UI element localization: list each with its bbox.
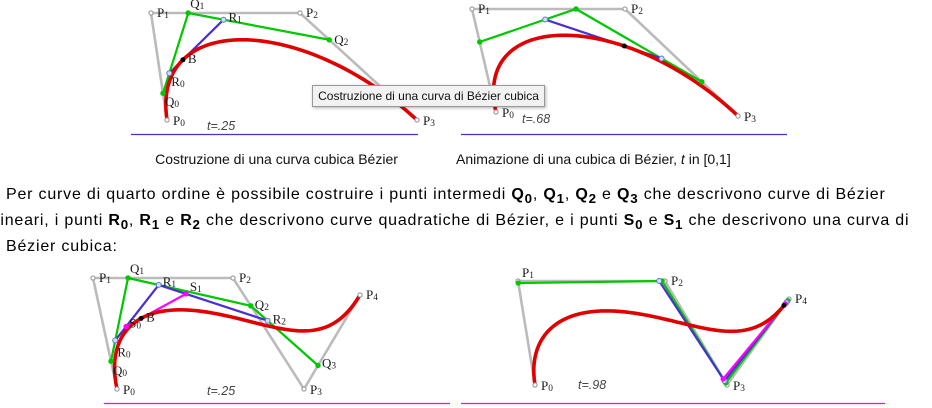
svg-text:P1: P1 <box>522 265 534 281</box>
svg-text:Q1: Q1 <box>130 261 144 277</box>
svg-text:B: B <box>188 51 197 66</box>
svg-text:P2: P2 <box>631 1 643 17</box>
svg-text:P4: P4 <box>795 291 807 307</box>
svg-text:Q3: Q3 <box>322 356 336 372</box>
svg-text:R1: R1 <box>163 274 177 290</box>
svg-text:P2: P2 <box>306 5 318 21</box>
svg-text:R0: R0 <box>117 344 131 360</box>
svg-text:P0: P0 <box>173 113 185 129</box>
svg-text:S1: S1 <box>190 279 202 295</box>
svg-text:P0: P0 <box>123 382 135 398</box>
svg-text:P0: P0 <box>541 378 553 394</box>
svg-text:P2: P2 <box>239 270 251 286</box>
svg-text:Q0: Q0 <box>113 363 127 379</box>
svg-text:B: B <box>146 309 155 324</box>
svg-text:P1: P1 <box>478 1 490 17</box>
svg-text:P3: P3 <box>423 113 435 129</box>
svg-text:R0: R0 <box>171 74 185 90</box>
svg-text:P3: P3 <box>310 382 322 398</box>
svg-text:P3: P3 <box>733 378 745 394</box>
svg-text:P4: P4 <box>366 287 378 303</box>
svg-text:P3: P3 <box>744 109 756 125</box>
svg-text:Q2: Q2 <box>334 32 348 48</box>
svg-text:Q2: Q2 <box>255 297 269 313</box>
svg-text:Q1: Q1 <box>190 0 204 12</box>
svg-text:R2: R2 <box>273 312 287 328</box>
svg-text:P2: P2 <box>671 273 683 289</box>
svg-text:P1: P1 <box>157 5 169 21</box>
svg-text:Q0: Q0 <box>165 94 179 110</box>
svg-text:P0: P0 <box>502 105 514 121</box>
svg-text:P1: P1 <box>99 270 111 286</box>
